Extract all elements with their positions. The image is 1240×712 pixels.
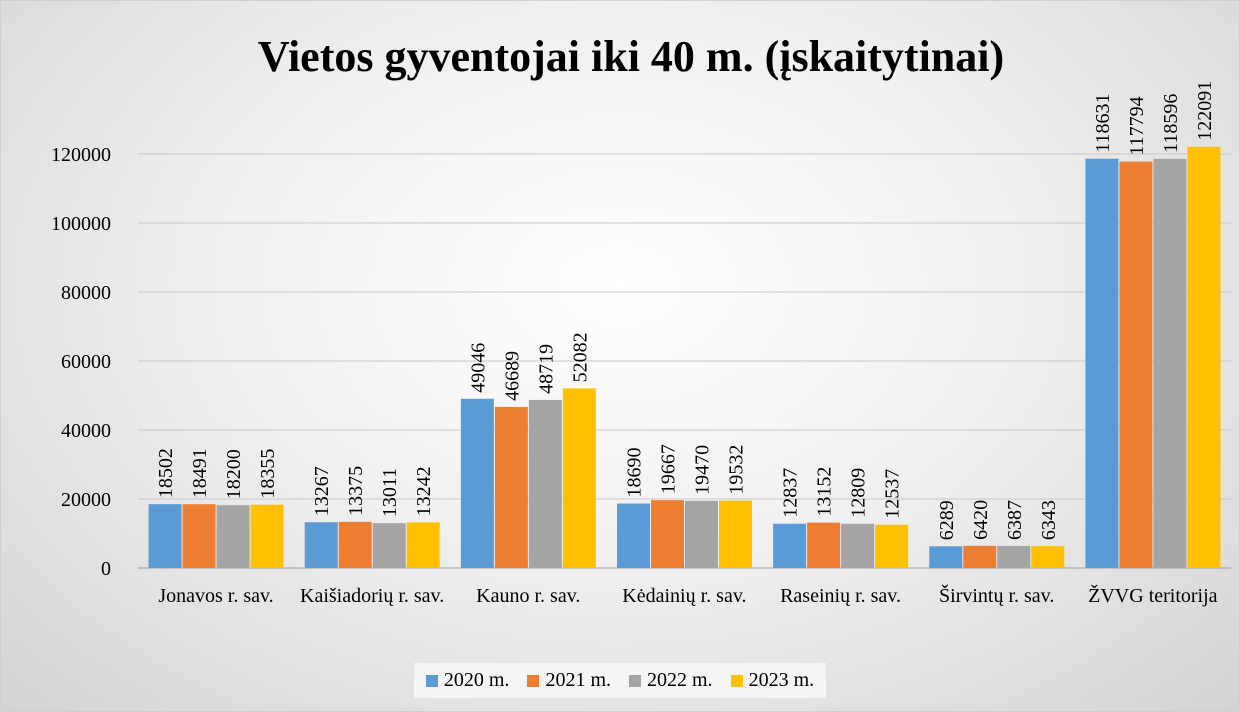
data-label: 19470 (692, 445, 714, 495)
data-label: 6343 (1038, 500, 1060, 540)
data-label: 118596 (1160, 94, 1182, 153)
data-label: 13242 (413, 466, 435, 516)
bar (372, 523, 406, 568)
x-tick-label: Kauno r. sav. (476, 585, 581, 607)
data-label: 6289 (936, 500, 958, 540)
bar (997, 545, 1031, 568)
data-label: 18491 (189, 448, 211, 498)
bar (929, 546, 963, 568)
data-label: 13267 (311, 466, 333, 516)
data-label: 19532 (726, 445, 748, 495)
legend-item: 2020 m. (425, 669, 510, 692)
bar (1085, 158, 1119, 568)
chart-title: Vietos gyventojai iki 40 m. (įskaitytina… (258, 32, 1004, 81)
legend-label: 2020 m. (443, 669, 510, 691)
legend-swatch (629, 674, 641, 687)
bar (807, 522, 841, 568)
bar (250, 504, 284, 568)
data-label: 49046 (467, 343, 489, 393)
bar (338, 521, 372, 568)
data-label: 18502 (155, 448, 177, 498)
data-label: 18200 (223, 449, 245, 499)
y-tick-label: 60000 (61, 351, 111, 373)
legend-item: 2021 m. (527, 669, 611, 692)
data-label: 48719 (535, 344, 557, 394)
bar (685, 500, 718, 568)
bar (528, 399, 562, 568)
data-label: 13011 (379, 468, 401, 517)
x-tick-label: Kėdainių r. sav. (622, 585, 747, 607)
bar (1119, 161, 1153, 568)
data-label: 117794 (1126, 96, 1148, 155)
bar (216, 505, 250, 568)
x-tick-label: Raseinių r. sav. (780, 585, 902, 607)
x-tick-label: Širvintų r. sav. (939, 585, 1055, 607)
bar (841, 523, 875, 568)
y-tick-label: 20000 (61, 489, 111, 511)
data-label: 52082 (569, 332, 591, 382)
bar (460, 398, 494, 568)
bar (562, 388, 596, 568)
bar (406, 522, 440, 568)
data-label: 13375 (345, 466, 367, 516)
data-label: 6387 (1004, 500, 1026, 540)
legend-box: 2020 m. 2021 m. 2022 m. 2023 m. (413, 663, 827, 698)
bar (773, 523, 807, 568)
bar (963, 545, 997, 568)
data-label: 122091 (1194, 81, 1216, 141)
legend: 2020 m. 2021 m. 2022 m. 2023 m. (1, 663, 1239, 698)
legend-swatch (527, 674, 540, 687)
bar (1153, 158, 1187, 568)
bar (617, 503, 650, 568)
bar (1031, 546, 1065, 568)
bar (304, 522, 338, 568)
bar (494, 406, 528, 568)
legend-item: 2022 m. (629, 669, 713, 692)
legend-label: 2022 m. (647, 669, 713, 691)
y-tick-label: 100000 (51, 213, 111, 235)
x-tick-label: ŽVVG teritorija (1088, 585, 1218, 607)
data-label: 12809 (848, 468, 870, 518)
legend-item: 2023 m. (730, 669, 815, 692)
data-label: 13152 (814, 467, 836, 517)
data-label: 18355 (257, 449, 279, 499)
data-label: 6420 (970, 500, 992, 540)
y-tick-label: 80000 (61, 282, 111, 304)
data-label: 12537 (882, 469, 904, 519)
bar (148, 504, 182, 568)
bar (875, 524, 909, 568)
y-tick-label: 120000 (51, 144, 111, 166)
y-tick-label: 0 (101, 558, 111, 580)
data-label: 19667 (658, 444, 680, 494)
bar (719, 500, 752, 568)
data-label: 46689 (501, 351, 523, 401)
bar (651, 500, 684, 568)
legend-swatch (730, 674, 743, 687)
data-label: 18690 (624, 448, 646, 498)
x-tick-label: Kaišiadorių r. sav. (300, 585, 445, 607)
y-tick-label: 40000 (61, 420, 111, 442)
bar (1187, 146, 1221, 568)
legend-swatch (425, 674, 438, 687)
bar (182, 504, 216, 568)
data-label: 12837 (780, 468, 802, 518)
data-label: 118631 (1092, 93, 1114, 152)
legend-label: 2023 m. (748, 669, 815, 691)
x-tick-label: Jonavos r. sav. (158, 585, 274, 607)
legend-label: 2021 m. (545, 669, 611, 691)
